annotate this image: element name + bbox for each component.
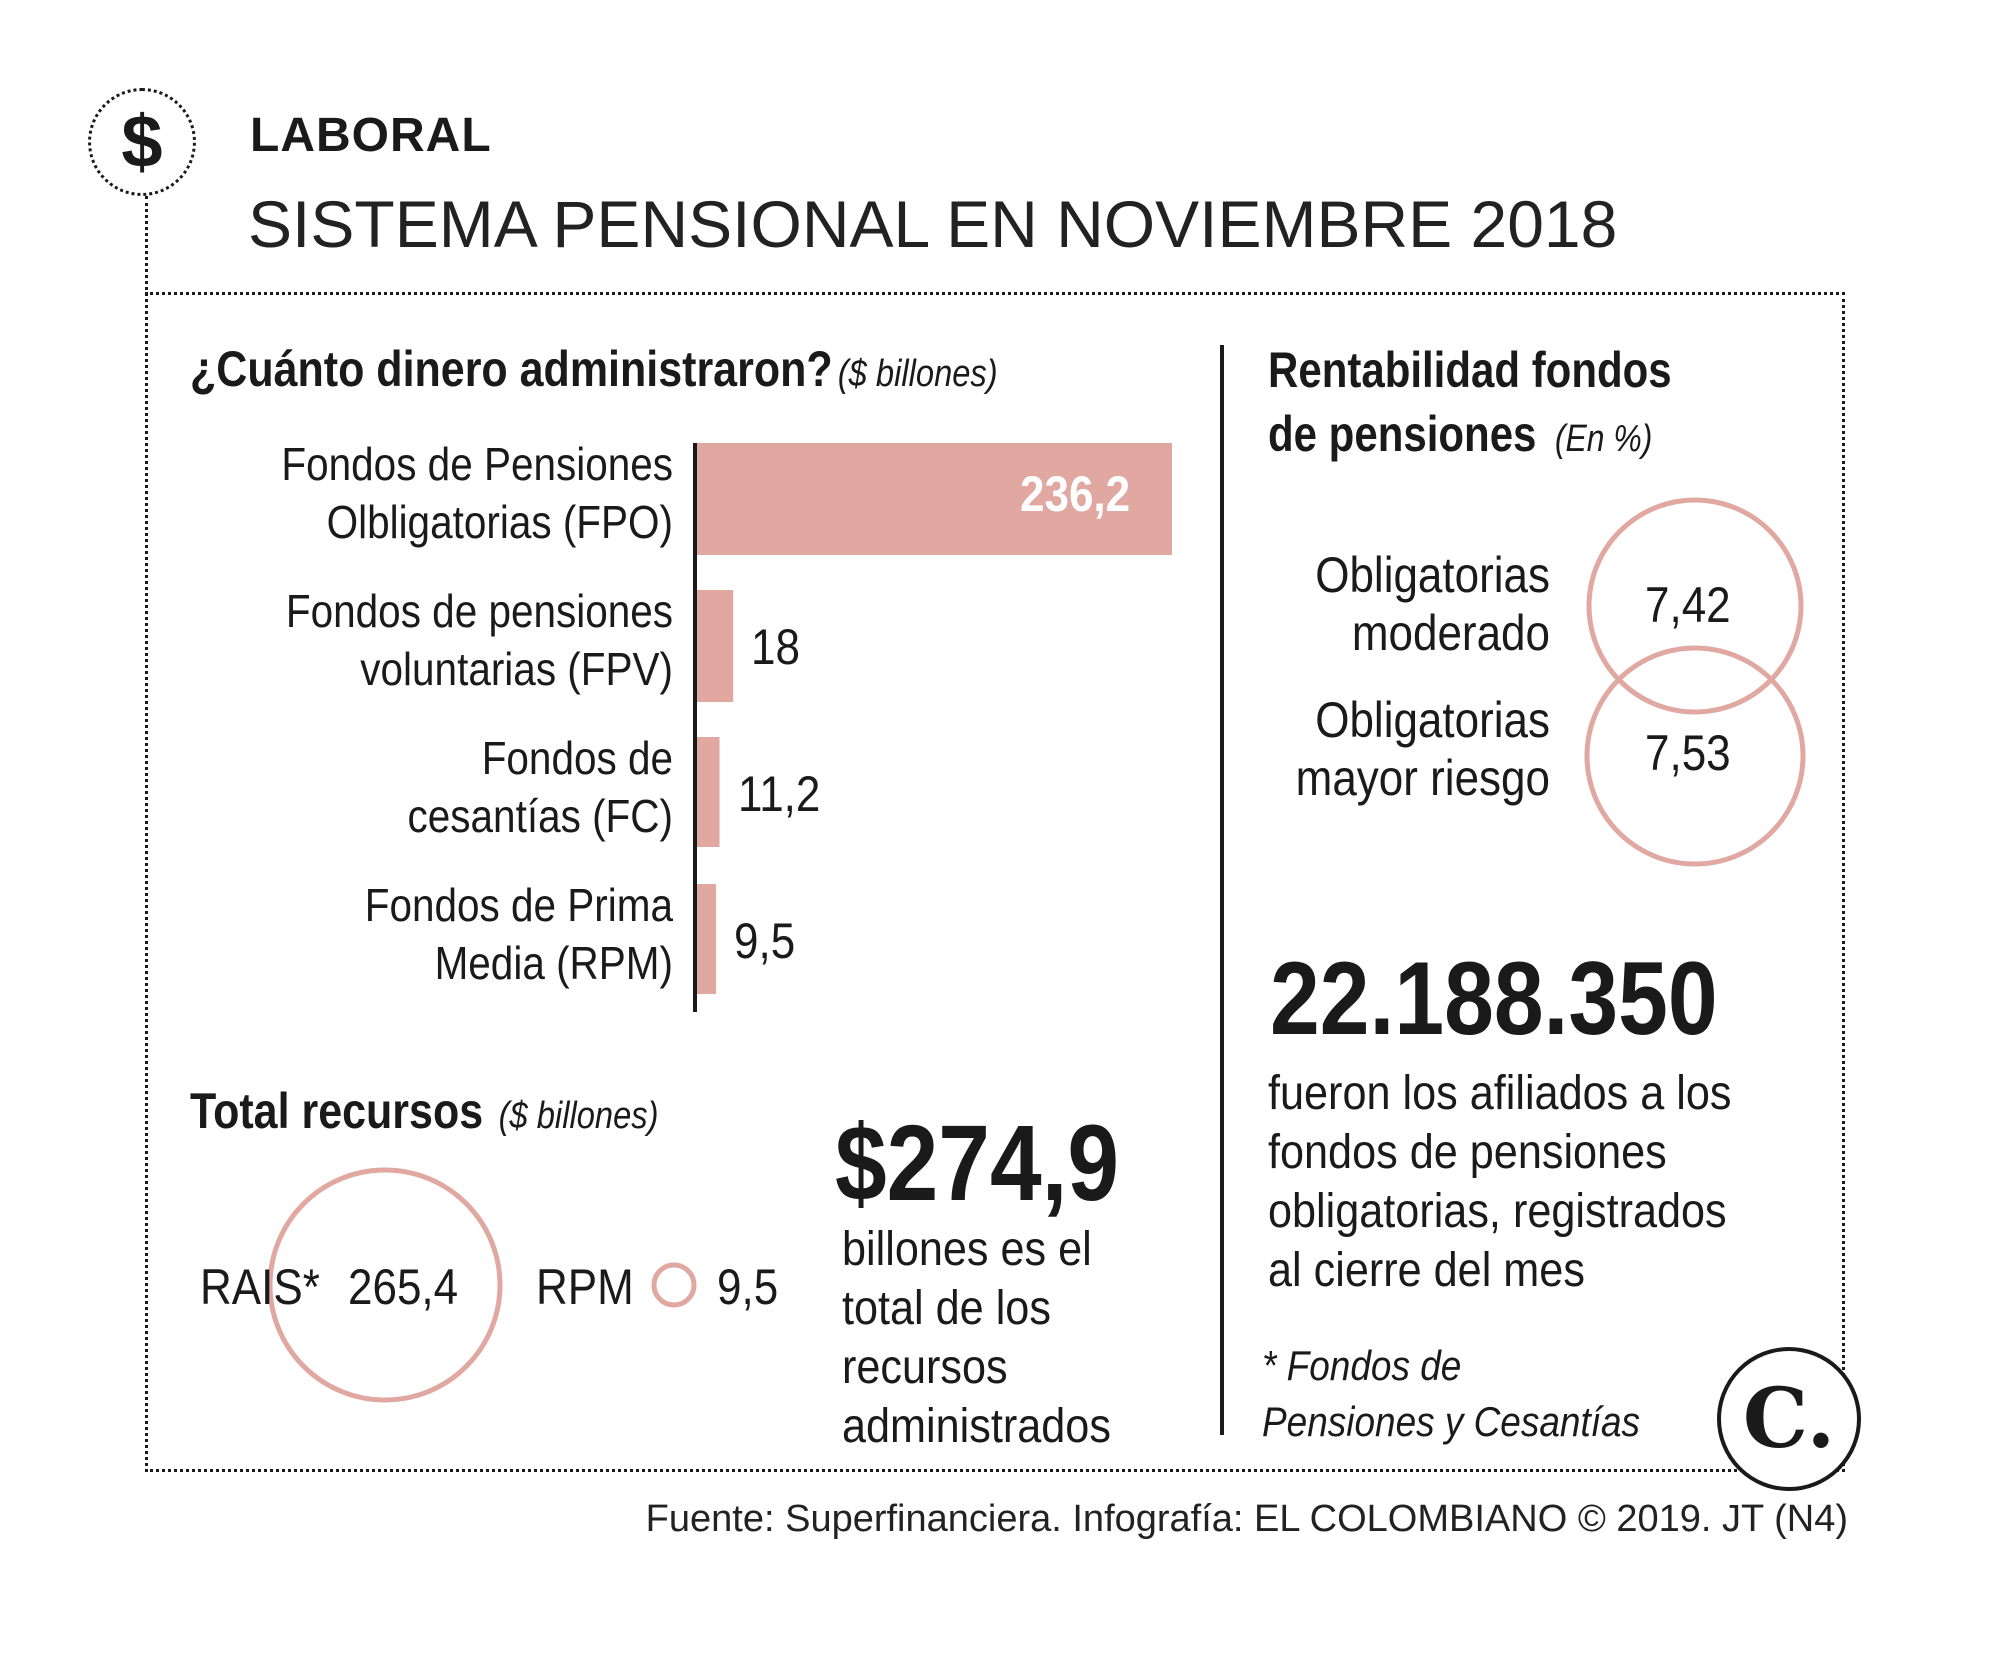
affiliates-description: fueron los afiliados a los fondos de pen… xyxy=(1268,1064,1731,1300)
bars xyxy=(697,443,1172,994)
managed-heading-text: ¿Cuánto dinero administraron? xyxy=(190,341,833,397)
profitability-heading: Rentabilidad fondos de pensiones (En %) xyxy=(1268,338,1672,471)
bar-category-label-line: Fondos de pensiones xyxy=(285,585,673,637)
bar-1 xyxy=(697,443,1172,555)
total-description-line: administrados xyxy=(842,1400,1111,1453)
total-unit: ($ billones) xyxy=(498,1095,659,1137)
section-label: LABORAL xyxy=(250,109,492,162)
affiliates-description-line: obligatorias, registrados xyxy=(1268,1185,1727,1238)
bar-category-label-line: Media (RPM) xyxy=(434,937,673,989)
bar-value-label: 236,2 xyxy=(1020,466,1131,522)
mayor-riesgo-label: Obligatorias mayor riesgo xyxy=(1250,691,1550,807)
mayor-riesgo-value: 7,53 xyxy=(1645,725,1731,781)
dollar-icon: $ xyxy=(88,88,196,196)
profitability-unit: (En %) xyxy=(1554,418,1653,460)
bar-category-label: Fondos de cesantías (FC) xyxy=(170,729,673,845)
rais-value: 265,4 xyxy=(348,1259,459,1315)
bar-category-label-line: Olbligatorias (FPO) xyxy=(326,496,673,548)
bar-value-label: 11,2 xyxy=(737,766,820,822)
logo-text: C. xyxy=(1742,1371,1836,1467)
rais-label: RAIS* xyxy=(200,1259,320,1315)
moderado-label-line: moderado xyxy=(1351,605,1550,661)
managed-heading: ¿Cuánto dinero administraron? ($ billones… xyxy=(190,340,998,398)
bar-category-label-line: cesantías (FC) xyxy=(407,790,673,842)
affiliates-count: 22.188.350 xyxy=(1270,941,1718,1057)
bubble-rpm xyxy=(651,1262,697,1308)
affiliates-description-line: fueron los afiliados a los xyxy=(1268,1067,1732,1120)
total-amount: $274,9 xyxy=(835,1102,1120,1223)
moderado-label: Obligatorias moderado xyxy=(1250,546,1550,662)
total-heading: Total recursos ($ billones) xyxy=(190,1082,658,1140)
bar-2 xyxy=(697,590,734,702)
bubble-moderado xyxy=(1586,497,1804,715)
bar-category-label-line: Fondos de Pensiones xyxy=(281,438,673,490)
bar-category-label-line: voluntarias (FPV) xyxy=(360,643,673,695)
rpm-label: RPM xyxy=(536,1259,634,1315)
bar-category-label-line: Fondos de xyxy=(481,732,673,784)
footnote: * Fondos de Pensiones y Cesantías xyxy=(1262,1338,1640,1450)
footnote-line: * Fondos de xyxy=(1262,1342,1462,1389)
bar-4 xyxy=(697,884,717,994)
content-frame xyxy=(145,292,1845,1472)
header-connector-line xyxy=(145,196,148,296)
bar-value-label: 18 xyxy=(751,619,801,675)
managed-unit: ($ billones) xyxy=(837,353,998,395)
column-divider xyxy=(1220,345,1224,1435)
profitability-heading-line: Rentabilidad fondos xyxy=(1268,342,1672,398)
bar-category-label: Fondos de pensiones voluntarias (FPV) xyxy=(170,582,673,698)
affiliates-description-line: al cierre del mes xyxy=(1268,1244,1585,1297)
dollar-symbol: $ xyxy=(121,100,163,183)
total-description: billones es el total de los recursos adm… xyxy=(842,1220,1111,1456)
bar-category-label: Fondos de Pensiones Olbligatorias (FPO) xyxy=(170,435,673,551)
el-colombiano-logo: C. xyxy=(1717,1347,1861,1491)
moderado-value: 7,42 xyxy=(1645,577,1731,633)
profitability-heading-line: de pensiones xyxy=(1268,406,1537,462)
rpm-value: 9,5 xyxy=(717,1259,779,1315)
total-description-line: billones es el xyxy=(842,1223,1092,1276)
bar-3 xyxy=(697,737,720,847)
bar-category-label-line: Fondos de Prima xyxy=(364,879,673,931)
bubble-rais xyxy=(267,1167,503,1403)
page-title: SISTEMA PENSIONAL EN NOVIEMBRE 2018 xyxy=(248,187,1618,261)
total-description-line: recursos xyxy=(842,1341,1008,1394)
total-description-line: total de los xyxy=(842,1282,1051,1335)
bubble-mayor-riesgo xyxy=(1584,645,1806,867)
footnote-line: Pensiones y Cesantías xyxy=(1262,1398,1641,1445)
bar-value-label: 9,5 xyxy=(734,913,796,969)
mayor-riesgo-label-line: mayor riesgo xyxy=(1295,750,1550,806)
moderado-label-line: Obligatorias xyxy=(1315,547,1550,603)
affiliates-description-line: fondos de pensiones xyxy=(1268,1126,1667,1179)
source-credit: Fuente: Superfinanciera. Infografía: EL … xyxy=(645,1498,1848,1540)
mayor-riesgo-label-line: Obligatorias xyxy=(1315,692,1550,748)
total-heading-text: Total recursos xyxy=(190,1083,484,1139)
bar-category-label: Fondos de Prima Media (RPM) xyxy=(170,876,673,992)
